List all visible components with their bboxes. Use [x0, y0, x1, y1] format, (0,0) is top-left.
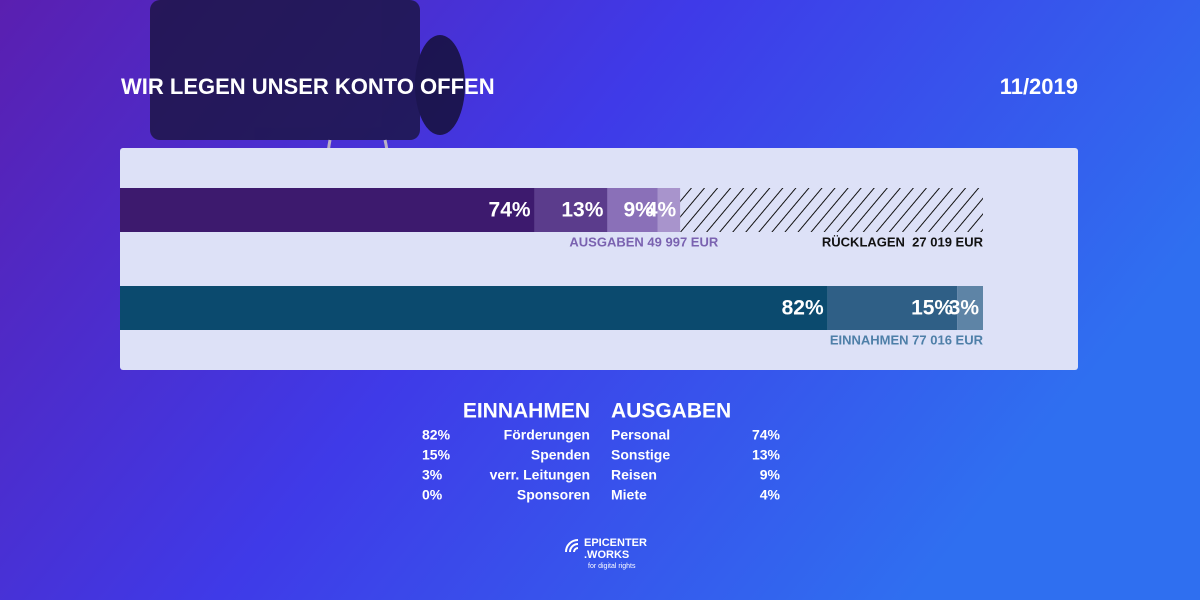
legend-name: Sponsoren: [517, 487, 590, 503]
logo-text: EPICENTER: [584, 537, 647, 549]
legend-value: 74%: [752, 427, 781, 443]
bar-segment: [607, 188, 658, 232]
value-label: 15%: [911, 297, 953, 320]
legend-name: Personal: [611, 427, 670, 443]
legend-value: 0%: [422, 487, 443, 503]
legend-name: Sonstige: [611, 447, 670, 463]
bar-segment: [120, 286, 828, 330]
value-label: 9%: [623, 199, 654, 222]
legend-value: 13%: [752, 447, 781, 463]
legend-title: AUSGABEN: [611, 400, 731, 423]
legend-name: Miete: [611, 487, 647, 503]
bar-segment: [657, 188, 681, 232]
bar-segment: [120, 188, 535, 232]
value-label: 4%: [646, 199, 677, 222]
logo: EPICENTER .WORKS for digital rights: [565, 537, 647, 570]
value-label: 74%: [489, 199, 531, 222]
bar-label: AUSGABEN 49 997 EUR: [569, 234, 718, 249]
date: 11/2019: [1000, 74, 1078, 99]
logo-text: .WORKS: [584, 549, 629, 561]
bar-segment: [827, 286, 958, 330]
value-label: 82%: [782, 297, 824, 320]
value-label: 13%: [561, 199, 603, 222]
legend-value: 82%: [422, 427, 451, 443]
legend-name: Spenden: [531, 447, 590, 463]
value-label: 3%: [949, 297, 980, 320]
legend-name: Förderungen: [504, 427, 590, 443]
bar-segment: [957, 286, 983, 330]
logo-tagline: for digital rights: [588, 563, 636, 570]
reserve-label: RÜCKLAGEN 27 019 EUR: [822, 234, 984, 249]
title: WIR LEGEN UNSER KONTO OFFEN: [121, 74, 495, 99]
bar-segment: [534, 188, 608, 232]
legend-value: 4%: [760, 487, 781, 503]
legend-title: EINNAHMEN: [463, 400, 590, 423]
legend-name: verr. Leitungen: [490, 467, 590, 483]
legend-name: Reisen: [611, 467, 657, 483]
legend-value: 3%: [422, 467, 443, 483]
legend-value: 9%: [760, 467, 781, 483]
legend-value: 15%: [422, 447, 451, 463]
camera: [150, 0, 465, 187]
reserve-segment: [680, 188, 983, 232]
bar-label: EINNAHMEN 77 016 EUR: [830, 332, 984, 347]
